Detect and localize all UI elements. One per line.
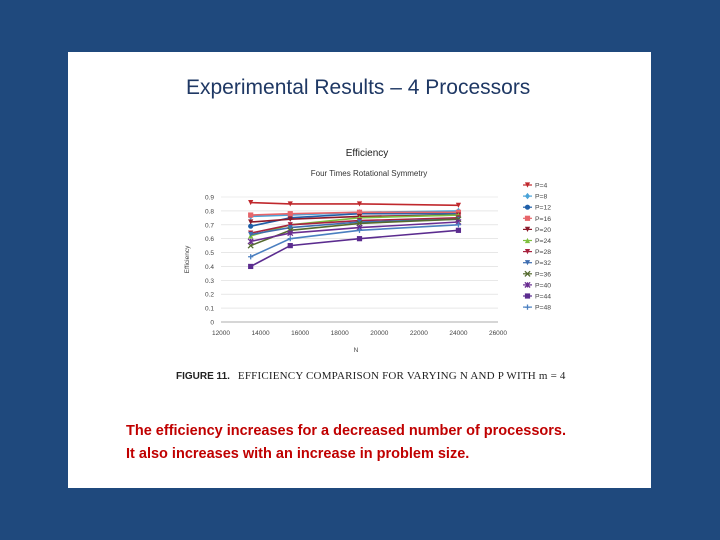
data-point-p-4	[287, 201, 293, 207]
data-point-p-20	[287, 216, 293, 222]
slide-title: Experimental Results – 4 Processors	[186, 76, 531, 99]
x-tick-label: 12000	[212, 330, 230, 337]
data-point-p-4	[356, 201, 363, 207]
legend-marker-p-40	[524, 281, 531, 288]
data-point-p-40	[287, 230, 294, 237]
x-tick-label: 24000	[449, 330, 467, 337]
legend-marker-p-12	[524, 204, 531, 210]
legend-label-p-28: P=28	[535, 249, 551, 256]
legend-label-p-20: P=20	[535, 227, 551, 234]
legend-label-p-44: P=44	[535, 294, 551, 301]
legend-label-p-36: P=36	[535, 271, 551, 278]
data-point-p-32	[248, 231, 254, 238]
chart-title: Efficiency	[346, 148, 389, 159]
legend-marker-p-28	[524, 249, 531, 255]
x-tick-label: 14000	[252, 330, 270, 337]
y-tick-label: 0.5	[205, 250, 214, 257]
data-point-p-16	[248, 212, 254, 218]
data-point-p-40	[247, 238, 254, 245]
y-tick-label: 0.2	[205, 292, 214, 299]
data-point-p-16	[356, 209, 363, 215]
slide: Experimental Results – 4 Processors Effi…	[68, 52, 651, 488]
data-point-p-16	[455, 209, 462, 215]
data-point-p-16	[287, 211, 293, 217]
data-point-p-48	[455, 222, 462, 228]
legend-marker-p-16	[524, 215, 531, 221]
legend-label-p-12: P=12	[535, 205, 551, 212]
efficiency-chart: Efficiency Four Times Rotational Symmetry…	[184, 148, 551, 354]
legend-label-p-48: P=48	[535, 305, 551, 312]
legend-label-p-40: P=40	[535, 282, 551, 289]
data-point-p-48	[356, 227, 363, 233]
x-tick-label: 26000	[489, 330, 507, 337]
legend-marker-p-4	[524, 182, 531, 188]
legend-marker-p-44	[524, 293, 531, 299]
data-point-p-44	[455, 227, 462, 233]
body-text: The efficiency increases for a decreased…	[126, 420, 566, 466]
data-point-p-12	[248, 223, 254, 229]
legend-marker-p-20	[524, 226, 531, 232]
legend-marker-p-24	[524, 237, 531, 244]
y-axis-label: Efficiency	[184, 245, 191, 273]
series-line-p-48	[250, 224, 459, 258]
x-tick-label: 18000	[331, 330, 349, 337]
legend-marker-p-32	[524, 260, 531, 266]
y-tick-label: 0.7	[205, 222, 214, 229]
series-line-p-4	[250, 201, 459, 207]
data-point-p-44	[356, 236, 363, 242]
series-line-p-44	[250, 229, 459, 268]
figure-caption: FIGURE 11. EFFICIENCY COMPARISON FOR VARY…	[176, 370, 566, 382]
x-tick-label: 20000	[370, 330, 388, 337]
body-line-1: The efficiency increases for a decreased…	[126, 423, 567, 439]
legend-label-p-16: P=16	[535, 216, 551, 223]
data-point-p-4	[455, 202, 462, 208]
x-tick-label: 16000	[291, 330, 309, 337]
data-point-p-32	[287, 224, 293, 231]
data-point-p-48	[248, 254, 254, 260]
data-point-p-32	[356, 219, 363, 225]
figure-label: FIGURE 11.	[176, 371, 230, 382]
data-point-p-44	[248, 263, 254, 270]
y-tick-label: 0.9	[205, 195, 214, 202]
y-tick-label: 0.8	[205, 208, 214, 215]
series-line-p-12	[250, 212, 459, 227]
legend-label-p-32: P=32	[535, 260, 551, 267]
y-tick-label: 0.3	[205, 278, 214, 285]
x-tick-label: 22000	[410, 330, 428, 337]
legend-label-p-24: P=24	[535, 238, 551, 245]
x-axis-label: N	[354, 347, 359, 354]
y-tick-label: 0.1	[205, 306, 214, 313]
series-line-p-28	[250, 217, 459, 234]
figure-caption-text: EFFICIENCY COMPARISON FOR VARYING N AND …	[237, 370, 566, 382]
data-point-p-48	[287, 236, 293, 242]
data-point-p-44	[287, 243, 293, 249]
data-point-p-4	[248, 199, 254, 206]
legend-marker-p-48	[524, 304, 531, 310]
legend-label-p-4: P=4	[535, 183, 548, 190]
legend-marker-p-8	[524, 192, 531, 200]
y-tick-label: 0.6	[205, 236, 214, 243]
series-line-p-16	[250, 211, 459, 216]
data-point-p-28	[287, 222, 293, 228]
chart-subtitle: Four Times Rotational Symmetry	[311, 169, 427, 178]
series-line-p-40	[250, 221, 459, 243]
y-tick-label: 0.4	[205, 264, 214, 271]
legend-label-p-8: P=8	[535, 194, 548, 201]
legend-marker-p-36	[524, 270, 531, 277]
y-tick-label: 0	[210, 320, 214, 327]
data-point-p-20	[248, 219, 254, 225]
body-line-2: It also increases with an increase in pr…	[126, 446, 470, 462]
